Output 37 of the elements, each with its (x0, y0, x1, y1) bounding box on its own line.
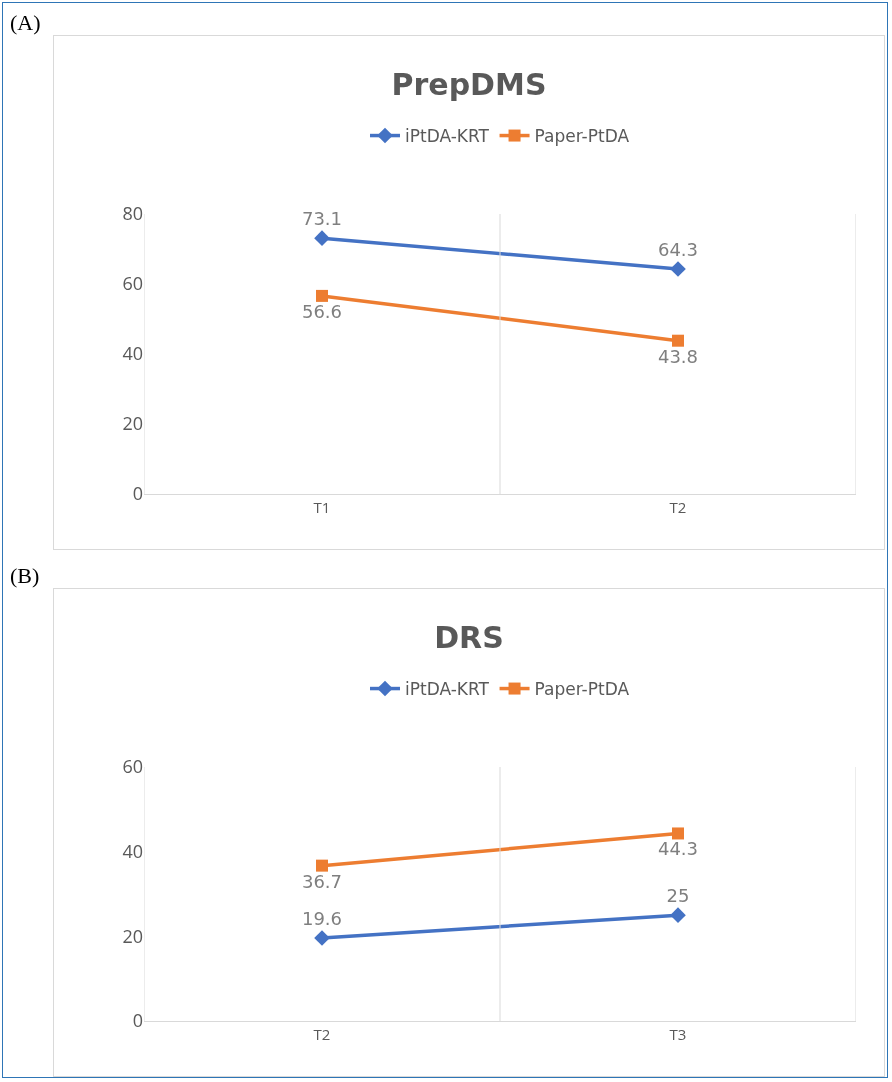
point (672, 334, 684, 347)
chart-title: DRS (434, 620, 504, 655)
y-tick-label: 40 (122, 838, 143, 863)
y-tick-label: 0 (132, 481, 143, 506)
point (314, 230, 330, 246)
point (314, 930, 330, 946)
y-tick-label: 60 (122, 271, 143, 296)
point (670, 261, 686, 277)
point (672, 827, 684, 840)
data-label: 36.7 (301, 870, 343, 892)
data-label: 44.3 (657, 838, 699, 860)
data-label: 64.3 (657, 238, 699, 260)
legend-label: Paper-PtDA (534, 126, 630, 147)
data-label: 19.6 (301, 908, 343, 930)
text: (B) (10, 563, 40, 589)
data-label: 43.8 (657, 345, 699, 367)
legend-label: Paper-PtDA (534, 679, 630, 700)
point (316, 289, 328, 302)
data-label: 56.6 (301, 300, 343, 322)
legend-label: iPtDA-KRT (405, 126, 490, 147)
y-tick-label: 80 (122, 201, 143, 226)
x-tick-label: T2 (669, 497, 687, 517)
x-tick-label: T2 (313, 1024, 331, 1044)
x-tick-label: T1 (313, 497, 331, 517)
chart-title: PrepDMS (391, 67, 547, 102)
data-label: 25 (666, 885, 690, 907)
y-tick-label: 0 (132, 1008, 143, 1033)
x-tick-label: T3 (669, 1024, 687, 1044)
y-tick-label: 20 (122, 923, 143, 948)
point (670, 907, 686, 923)
y-tick-label: 20 (122, 411, 143, 436)
legend-label: iPtDA-KRT (405, 679, 490, 700)
point (316, 859, 328, 872)
y-tick-label: 40 (122, 341, 143, 366)
y-tick-label: 60 (122, 754, 143, 779)
text: (A) (10, 10, 41, 36)
data-label: 73.1 (301, 208, 343, 230)
